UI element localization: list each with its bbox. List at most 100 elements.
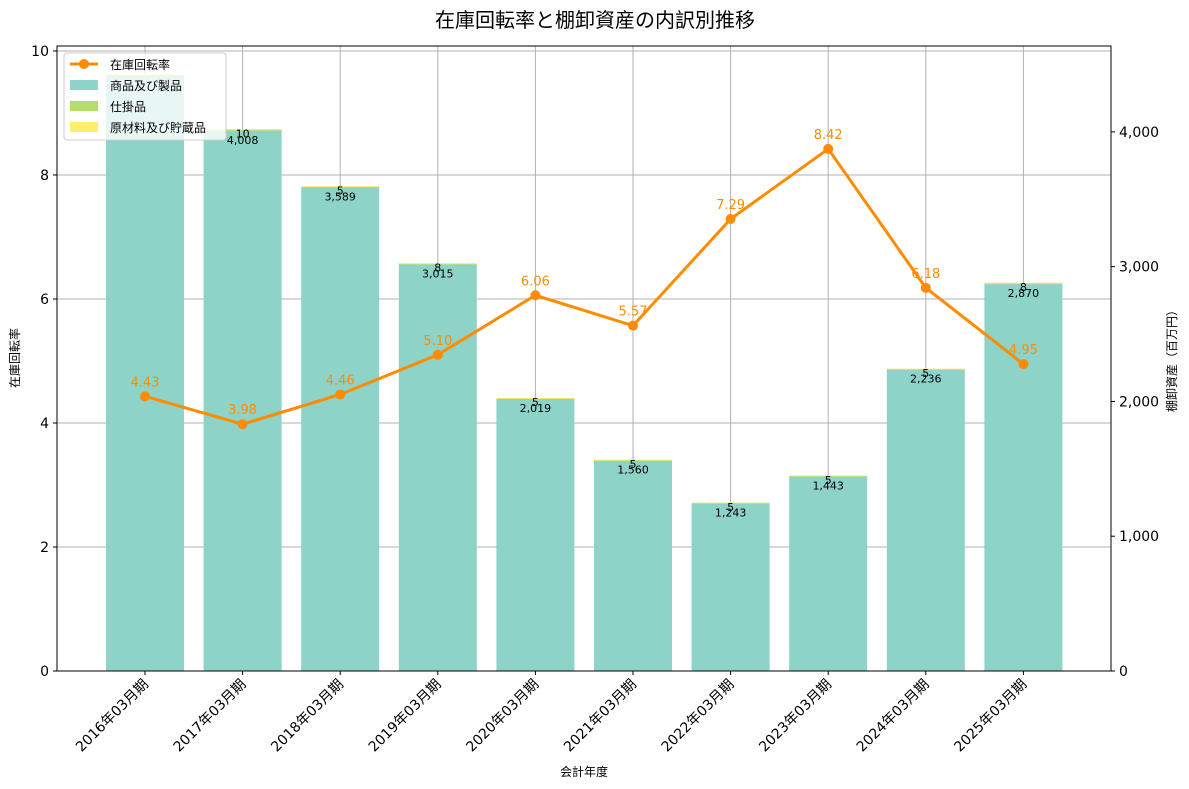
stacked-bars <box>106 74 1063 672</box>
bar-value-label: 5 <box>532 396 539 409</box>
left-tick-label: 8 <box>40 168 49 184</box>
x-tick-label: 2017年03月期 <box>171 677 250 756</box>
bar-segment <box>984 283 1063 285</box>
x-tick-label: 2018年03月期 <box>268 677 347 756</box>
line-value-label: 6.18 <box>911 267 940 282</box>
bar-segment <box>886 368 965 370</box>
line-value-label: 4.46 <box>326 373 355 388</box>
x-tick-label: 2022年03月期 <box>659 677 738 756</box>
line-marker <box>432 349 443 360</box>
bar-segment <box>789 475 868 477</box>
bar-segment <box>301 186 380 187</box>
bar-segment <box>984 282 1063 284</box>
legend-swatch <box>70 80 98 90</box>
bar-segment <box>789 476 868 671</box>
left-tick-label: 2 <box>40 540 49 556</box>
bar-segment <box>496 398 575 671</box>
x-tick-label: 2023年03月期 <box>756 677 835 756</box>
bar-segment <box>496 397 575 399</box>
line-value-label: 5.10 <box>423 334 452 349</box>
line-marker <box>140 391 150 402</box>
line-marker <box>823 143 834 154</box>
bar-value-label: 1,443 <box>812 480 844 493</box>
legend-label: 在庫回転率 <box>110 57 170 72</box>
legend-label: 商品及び製品 <box>110 78 182 93</box>
x-tick-label: 2020年03月期 <box>463 677 542 756</box>
left-y-axis: 0 2 4 6 8 10 <box>31 44 57 680</box>
bar-value-label: 5 <box>922 367 929 380</box>
bar-segment <box>984 284 1063 671</box>
left-tick-label: 6 <box>40 292 49 308</box>
bar-value-label: 2,870 <box>1008 287 1040 300</box>
left-y-axis-label: 在庫回転率 <box>7 328 22 388</box>
x-tick-label: 2021年03月期 <box>561 677 640 756</box>
bar-segment <box>301 187 380 671</box>
bar-segment <box>886 369 965 671</box>
line-marker <box>530 290 541 301</box>
bar-value-label: 8 <box>434 262 441 275</box>
x-axis: 2016年03月期 2017年03月期 2018年03月期 2019年03月期 2020… <box>73 671 1030 755</box>
line-marker <box>628 320 638 331</box>
bar-segment <box>691 502 770 504</box>
line-marker <box>725 213 736 224</box>
legend-label: 仕掛品 <box>110 99 146 114</box>
chart-title: 在庫回転率と棚卸資産の内訳別推移 <box>435 8 755 32</box>
line-value-label: 3.98 <box>228 403 257 418</box>
legend-swatch <box>70 122 98 132</box>
bar-segment <box>594 459 672 461</box>
bar-value-label: 1,560 <box>617 464 649 477</box>
bar-segment <box>594 460 672 671</box>
line-value-label: 7.29 <box>716 198 745 213</box>
right-y-axis-label: 棚卸資産（百万円） <box>1164 304 1179 412</box>
bar-segment <box>203 130 282 671</box>
line-marker <box>237 419 248 430</box>
bar-value-label: 1,243 <box>715 506 747 519</box>
bar-segment <box>886 368 965 370</box>
right-tick-label: 2,000 <box>1119 394 1159 410</box>
bar-value-label: 2,019 <box>520 402 552 415</box>
line-value-label: 4.95 <box>1009 343 1038 358</box>
bar-segment <box>789 475 868 477</box>
line-marker <box>1018 359 1029 370</box>
bar-segment <box>594 460 672 461</box>
bar-value-label: 5 <box>727 501 734 514</box>
bar-value-label: 5 <box>630 458 637 471</box>
x-tick-label: 2025年03月期 <box>951 677 1030 756</box>
bar-value-label: 10 <box>236 127 250 140</box>
line-path <box>144 146 1025 426</box>
bar-segment <box>691 503 770 671</box>
line-marker <box>335 389 346 400</box>
x-tick-label: 2016年03月期 <box>73 677 152 756</box>
right-y-axis: 0 1,000 2,000 3,000 4,000 <box>1111 125 1159 680</box>
legend-label: 原材料及び貯蔵品 <box>110 121 206 135</box>
legend-swatch <box>70 101 98 111</box>
x-tick-label: 2019年03月期 <box>366 677 445 756</box>
x-axis-label: 会計年度 <box>560 764 608 779</box>
line-value-label: 5.57 <box>619 305 648 320</box>
line-value-label: 4.43 <box>131 375 160 390</box>
plot-frame <box>56 45 1112 672</box>
bar-value-label: 3,589 <box>324 190 356 203</box>
left-tick-label: 0 <box>40 664 49 680</box>
bar-value-labels: 4,008103,58953,01582,01951,56051,24351,4… <box>227 127 1039 519</box>
line-marker <box>920 282 931 293</box>
bar-value-label: 4,008 <box>227 134 259 147</box>
right-tick-label: 3,000 <box>1119 260 1159 276</box>
line-value-label: 8.42 <box>814 128 843 143</box>
bar-segment <box>203 129 282 130</box>
right-tick-label: 4,000 <box>1119 125 1159 141</box>
left-tick-label: 10 <box>31 44 49 60</box>
bar-segment <box>398 263 477 265</box>
bar-value-label: 2,236 <box>910 373 942 386</box>
bar-value-label: 8 <box>1020 281 1027 294</box>
line-value-label: 6.06 <box>521 274 550 289</box>
left-tick-label: 4 <box>40 416 49 432</box>
right-tick-label: 0 <box>1119 664 1128 680</box>
turnover-line: 4.43 3.98 4.46 5.10 6.06 5.57 7.29 8.42 6.18 4.95 <box>131 128 1038 430</box>
right-tick-label: 1,000 <box>1119 529 1159 545</box>
bar-segment <box>301 186 380 188</box>
bar-value-label: 5 <box>337 185 344 198</box>
bar-value-label: 3,015 <box>422 268 454 281</box>
